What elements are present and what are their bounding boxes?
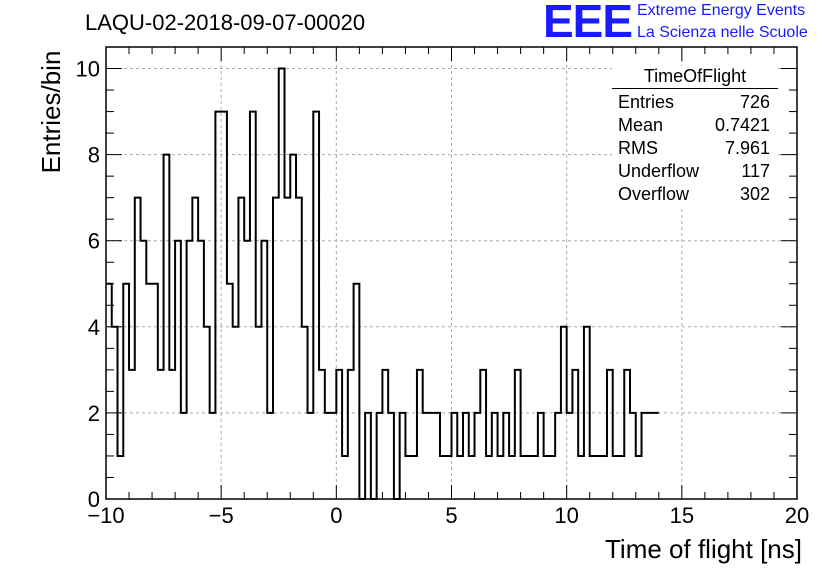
- stats-row-overflow: Overflow 302: [612, 183, 778, 206]
- stats-label: Entries: [618, 92, 675, 112]
- logo-subtitle-line-1: Extreme Energy Events: [637, 2, 806, 19]
- axis-ticks: −10 −5 0 5 10 15 20 0 2 4 6 8 10: [76, 46, 809, 528]
- x-tick-label: 20: [785, 503, 809, 528]
- eee-logo: EEE: [543, 0, 633, 47]
- x-tick-label: −5: [209, 503, 234, 528]
- stats-box: TimeOfFlight Entries 726 Mean 0.7421 RMS…: [612, 66, 778, 206]
- stats-label: RMS: [618, 138, 658, 158]
- stats-row-rms: RMS 7.961: [612, 137, 778, 160]
- stats-value: 726: [739, 92, 770, 112]
- x-tick-label: 10: [554, 503, 578, 528]
- stats-row-mean: Mean 0.7421: [612, 114, 778, 137]
- stats-title: TimeOfFlight: [612, 66, 778, 89]
- stats-value: 117: [741, 161, 770, 181]
- plot-title: LAQU-02-2018-09-07-00020: [85, 10, 366, 35]
- y-tick-label: 0: [88, 487, 100, 512]
- x-tick-label: −10: [87, 503, 124, 528]
- histogram-series: [106, 67, 659, 500]
- x-tick-label: 5: [445, 503, 457, 528]
- stats-row-underflow: Underflow 117: [612, 160, 778, 183]
- y-tick-label: 4: [88, 315, 100, 340]
- y-tick-label: 2: [88, 401, 100, 426]
- x-tick-label: 15: [670, 503, 694, 528]
- stats-label: Overflow: [618, 184, 690, 204]
- stats-value: 302: [739, 184, 770, 204]
- y-tick-label: 10: [76, 57, 100, 82]
- y-axis-label: Entries/bin: [36, 50, 66, 174]
- x-axis-label: Time of flight [ns]: [605, 534, 802, 564]
- stats-value: 7.961: [724, 138, 770, 158]
- stats-label: Mean: [618, 115, 664, 135]
- stats-label: Underflow: [618, 161, 700, 181]
- y-tick-label: 8: [88, 143, 100, 168]
- stats-value: 0.7421: [714, 115, 770, 135]
- y-tick-label: 6: [88, 229, 100, 254]
- logo-subtitle-line-2: La Scienza nelle Scuole: [637, 24, 808, 41]
- grid-lines: [106, 47, 797, 499]
- stats-row-entries: Entries 726: [612, 91, 778, 114]
- histogram-step-line: [106, 67, 659, 500]
- x-tick-label: 0: [330, 503, 342, 528]
